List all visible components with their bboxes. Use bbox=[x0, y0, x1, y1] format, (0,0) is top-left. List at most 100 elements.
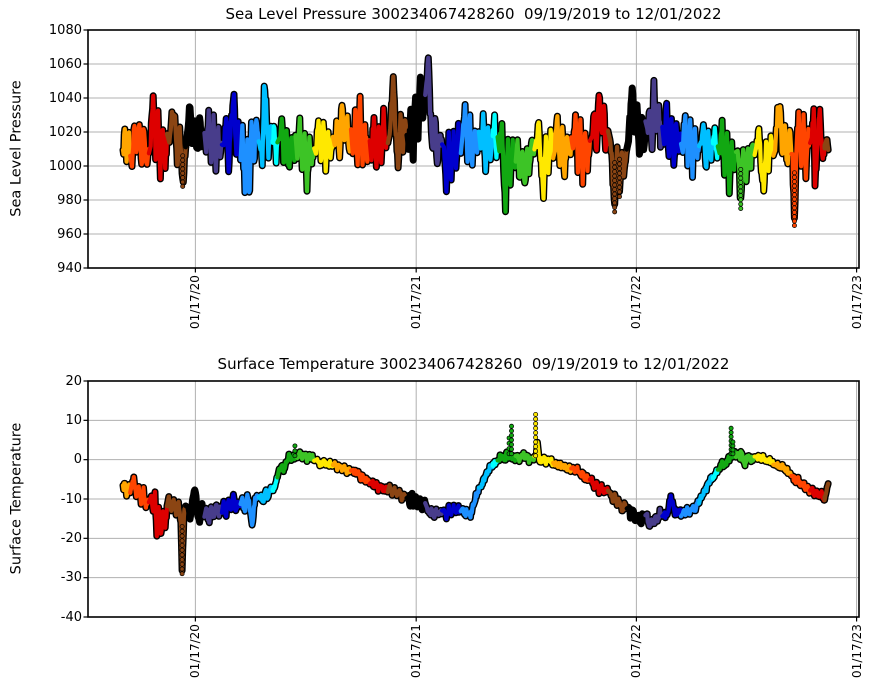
spike-marker-2022-10 bbox=[791, 170, 797, 176]
segment-line-2020-06 bbox=[275, 452, 298, 480]
segment-line-2020-08 bbox=[312, 457, 335, 469]
segment-line-2022-11 bbox=[808, 486, 827, 503]
temperature-chart-title: Surface Temperature 300234067428260 09/1… bbox=[217, 355, 730, 373]
spike-marker-2022-07 bbox=[738, 166, 744, 172]
segment-line-2021-02 bbox=[423, 501, 445, 520]
segment-line-2019-10 bbox=[128, 474, 151, 510]
spike-marker-2022-07 bbox=[738, 184, 744, 190]
spike-marker-2022-07 bbox=[738, 175, 744, 181]
segment-line-2020-04 bbox=[238, 118, 261, 195]
segment-line-2019-09 bbox=[120, 126, 133, 164]
spike-marker-2021-12 bbox=[612, 196, 618, 201]
segment-line-2022-12 bbox=[822, 137, 831, 153]
spike-marker-2022-06 bbox=[730, 439, 736, 445]
segment-line-2021-09 bbox=[551, 114, 574, 179]
segment-line-2021-05 bbox=[476, 111, 495, 174]
spike-marker-2019-12 bbox=[179, 538, 185, 544]
spike-marker-2021-12 bbox=[617, 189, 622, 195]
segment-line-2021-08 bbox=[532, 440, 556, 468]
y-tick-label: 1040 bbox=[48, 90, 82, 106]
spike-marker-2019-12 bbox=[179, 561, 185, 567]
spike-marker-2021-12 bbox=[612, 182, 618, 188]
spike-marker-2019-12 bbox=[180, 162, 186, 167]
spike-marker-2021-12 bbox=[612, 164, 618, 170]
x-tick-label: 01/17/23 bbox=[849, 624, 864, 678]
y-tick-label: 1080 bbox=[48, 22, 82, 38]
spike-marker-2021-12 bbox=[617, 184, 622, 190]
spike-marker-2021-12 bbox=[612, 160, 618, 166]
spike-marker-2021-12 bbox=[612, 200, 618, 206]
x-tick-label: 01/17/23 bbox=[849, 275, 864, 329]
y-tick-label: 1020 bbox=[48, 124, 82, 140]
x-tick-label: 01/17/22 bbox=[629, 624, 644, 678]
segment-line-2021-06 bbox=[495, 121, 518, 214]
segment-line-2022-02 bbox=[643, 78, 665, 152]
x-tick-label: 01/17/21 bbox=[409, 275, 424, 329]
segment-line-2021-07 bbox=[513, 137, 537, 186]
segment-line-2022-01 bbox=[624, 85, 648, 157]
spike-marker-2021-06 bbox=[509, 446, 514, 452]
spike-marker-2020-06 bbox=[292, 443, 298, 449]
spike-marker-2021-12 bbox=[612, 209, 618, 215]
spike-marker-2022-10 bbox=[791, 218, 797, 224]
segment-line-2022-05 bbox=[697, 122, 716, 170]
spike-marker-2022-07 bbox=[738, 188, 744, 194]
segment-line-2021-07 bbox=[513, 450, 537, 465]
spike-marker-2022-10 bbox=[791, 183, 797, 189]
spike-marker-2021-08 bbox=[533, 448, 539, 454]
x-tick-label: 01/17/20 bbox=[188, 624, 203, 678]
spike-marker-2019-12 bbox=[179, 552, 185, 558]
spike-marker-2022-06 bbox=[728, 425, 734, 431]
segment-line-2020-08 bbox=[312, 118, 335, 174]
segment-line-2022-04 bbox=[678, 498, 702, 519]
segment-line-2022-03 bbox=[660, 101, 684, 168]
spike-marker-2022-07 bbox=[738, 197, 744, 203]
spike-marker-2022-07 bbox=[738, 171, 744, 177]
spike-marker-2021-06 bbox=[509, 437, 514, 443]
spike-marker-2019-12 bbox=[180, 153, 186, 159]
y-tick-label: 1060 bbox=[48, 56, 82, 72]
y-tick-label: -20 bbox=[60, 530, 82, 546]
spike-marker-2022-10 bbox=[791, 174, 797, 180]
segment-line-2020-03 bbox=[219, 92, 243, 174]
segment-line-2022-01 bbox=[624, 505, 648, 526]
spike-marker-2021-12 bbox=[617, 170, 622, 176]
segment-line-2020-07 bbox=[293, 115, 317, 194]
spike-marker-2021-08 bbox=[533, 439, 539, 445]
spike-marker-2020-06 bbox=[292, 448, 298, 454]
segment-line-2021-11 bbox=[587, 475, 611, 496]
spike-marker-2020-06 bbox=[292, 453, 298, 459]
data-series-surface-temperature bbox=[119, 411, 832, 577]
segment-line-2021-02 bbox=[423, 55, 445, 166]
y-tick-label: -30 bbox=[60, 570, 82, 586]
segment-line-2021-10 bbox=[569, 464, 592, 483]
x-tick-label: 01/17/22 bbox=[629, 275, 644, 329]
spike-marker-2019-12 bbox=[179, 533, 185, 539]
spike-marker-2019-12 bbox=[179, 566, 185, 572]
segment-line-2022-10 bbox=[789, 473, 813, 496]
segment-line-2022-12 bbox=[822, 481, 831, 503]
y-tick-label: -10 bbox=[60, 491, 82, 507]
spike-marker-2022-06 bbox=[730, 443, 736, 449]
segment-line-2020-11 bbox=[367, 106, 390, 170]
segment-line-2020-05-end bbox=[270, 475, 280, 493]
spike-marker-2019-12 bbox=[179, 542, 185, 548]
data-series-sea-level-pressure bbox=[119, 54, 832, 228]
y-tick-label: 1000 bbox=[48, 158, 82, 174]
spike-marker-2021-08 bbox=[533, 444, 539, 450]
segment-line-2020-09 bbox=[330, 460, 354, 476]
y-tick-label: 10 bbox=[65, 412, 82, 428]
spike-marker-2021-12 bbox=[617, 194, 622, 200]
spike-marker-2022-10 bbox=[791, 196, 797, 202]
spike-marker-2021-08 bbox=[533, 425, 539, 431]
segment-line-2020-03 bbox=[219, 492, 243, 519]
spike-marker-2019-12 bbox=[180, 170, 186, 176]
y-tick-label: 20 bbox=[65, 373, 82, 389]
spike-marker-2021-12 bbox=[612, 187, 618, 192]
segment-line-2022-08 bbox=[752, 126, 776, 194]
spike-marker-2021-06 bbox=[509, 442, 514, 448]
segment-line-2021-11 bbox=[587, 93, 611, 153]
y-tick-label: 960 bbox=[57, 226, 82, 242]
